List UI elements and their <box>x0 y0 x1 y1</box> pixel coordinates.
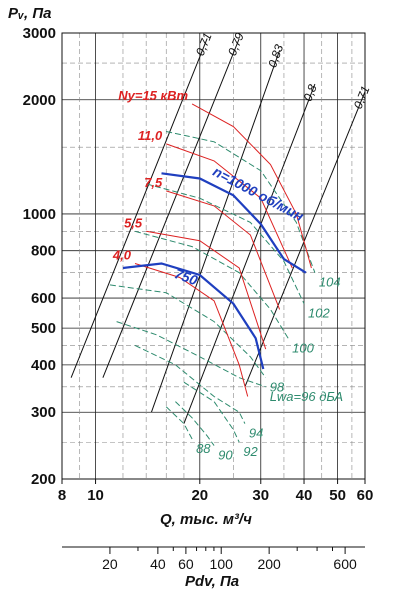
power-curve <box>166 190 281 310</box>
noise-label: 102 <box>308 306 330 321</box>
speed-curve <box>122 262 265 370</box>
efficiency-label: 0,8 <box>301 82 320 103</box>
noise-label: 100 <box>292 340 314 355</box>
speed-label: 750 <box>172 265 200 288</box>
x2-tick-label: 600 <box>333 556 357 572</box>
y-tick-label: 500 <box>31 320 56 337</box>
noise-curve <box>134 230 289 339</box>
power-curves: Nу=15 кВт 11,0 7,5 5,5 4,0 <box>112 88 312 397</box>
power-curve <box>166 143 293 269</box>
noise-label: 98 <box>270 380 285 395</box>
speed-curve <box>161 172 307 274</box>
noise-curve <box>183 381 240 443</box>
efficiency-label: 0,83 <box>265 42 286 69</box>
y-tick-label: 3000 <box>23 25 56 42</box>
grid <box>62 32 365 480</box>
y-tick-labels: 200 300 400 500 600 800 1000 2000 3000 <box>23 25 56 488</box>
noise-label: 90 <box>218 448 233 463</box>
power-label: 5,5 <box>124 215 143 230</box>
power-curve <box>146 230 267 350</box>
noise-label: Lwa=96 дБА <box>270 389 343 404</box>
efficiency-line <box>244 91 366 388</box>
y-tick-label: 800 <box>31 243 56 260</box>
x2-axis-label: Pdv, Па <box>185 573 239 590</box>
speed-label: n=1000 об/мин <box>210 163 306 224</box>
x-tick-label: 50 <box>329 487 346 504</box>
noise-label: 92 <box>243 444 258 459</box>
power-label: Nу=15 кВт <box>118 88 188 103</box>
efficiency-line <box>150 50 281 413</box>
power-label: 4,0 <box>112 248 132 263</box>
noise-label: 104 <box>319 275 341 290</box>
x-tick-label: 8 <box>58 487 66 504</box>
x2-tick-label: 100 <box>210 556 234 572</box>
x2-tick-label: 40 <box>150 556 166 572</box>
power-curve <box>134 263 249 397</box>
plot-border <box>61 32 366 480</box>
y-tick-label: 400 <box>31 357 56 374</box>
x-tick-label: 10 <box>87 487 104 504</box>
y-tick-label: 2000 <box>23 92 56 109</box>
x-tick-label: 40 <box>296 487 313 504</box>
x-axis-label: Q, тыс. м³/ч <box>160 511 252 528</box>
x2-tick-label: 60 <box>178 556 194 572</box>
noise-curve <box>109 284 267 378</box>
efficiency-line <box>102 38 240 378</box>
y-tick-label: 1000 <box>23 206 56 223</box>
power-label: 7,5 <box>144 175 163 190</box>
x2-tick-label: 200 <box>257 556 281 572</box>
noise-curve <box>134 344 246 424</box>
x-tick-label: 20 <box>191 487 208 504</box>
x2-tick-labels: 20 40 60 100 200 600 <box>102 547 357 572</box>
efficiency-label: 0,79 <box>225 31 247 58</box>
efficiency-label: 0,71 <box>193 31 215 58</box>
y-tick-label: 200 <box>31 471 56 488</box>
x-tick-label: 60 <box>357 487 374 504</box>
noise-curve <box>116 321 266 388</box>
efficiency-line <box>70 38 208 378</box>
noise-label: 94 <box>249 426 263 441</box>
x-tick-label: 30 <box>252 487 269 504</box>
noise-curve <box>146 183 305 304</box>
power-curve <box>191 103 312 269</box>
efficiency-line <box>183 83 316 424</box>
y-tick-label: 600 <box>31 290 56 307</box>
noise-curve <box>165 406 193 440</box>
x-tick-labels: 8 10 20 30 40 50 60 <box>58 479 374 504</box>
noise-curve <box>175 401 215 446</box>
speed-curves: n=1000 об/мин 750 <box>122 163 307 370</box>
efficiency-label: 0,71 <box>351 84 373 111</box>
noise-curve <box>166 131 316 273</box>
power-label: 11,0 <box>138 128 163 143</box>
noise-label: 88 <box>196 441 211 456</box>
y-axis-label: Pᵥ, Па <box>8 5 52 22</box>
y-tick-label: 300 <box>31 404 56 421</box>
x2-tick-label: 20 <box>102 556 118 572</box>
